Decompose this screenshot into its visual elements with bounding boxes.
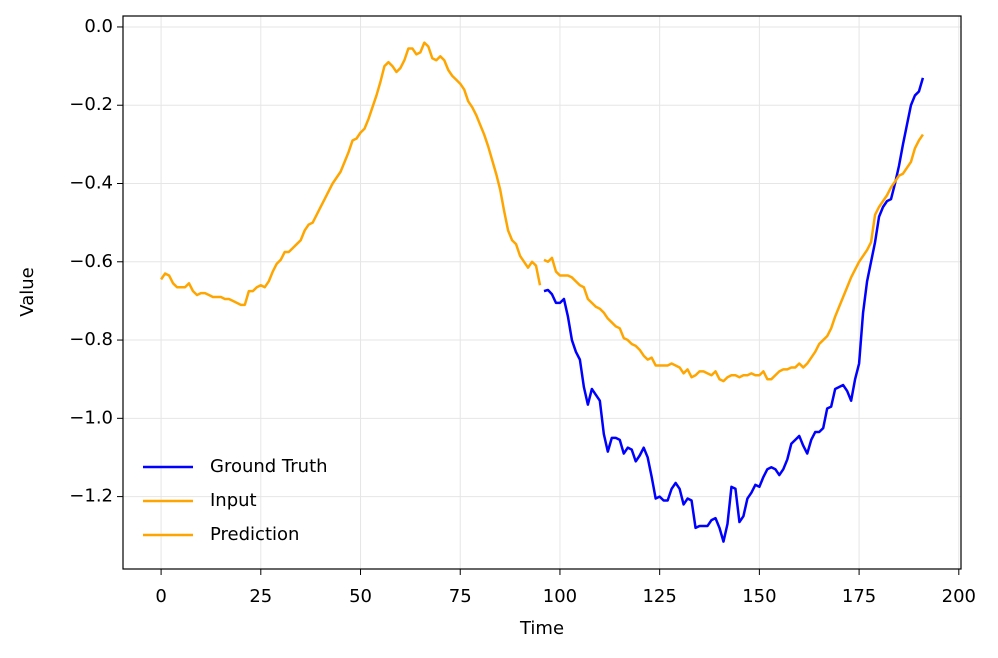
y-tick-label: −1.0 (69, 407, 113, 428)
y-tick-label: −0.4 (69, 173, 113, 194)
x-tick-label: 100 (543, 586, 577, 607)
x-tick-label: 175 (842, 586, 876, 607)
data-line (543, 133, 924, 383)
x-tick-label: 75 (449, 586, 472, 607)
x-axis-label: Time (519, 618, 564, 639)
data-line (543, 77, 925, 543)
y-tick-label: −1.2 (69, 486, 113, 507)
x-tick-label: 125 (642, 586, 676, 607)
x-tick-label: 50 (349, 586, 372, 607)
x-tick-label: 25 (249, 586, 272, 607)
y-tick-label: −0.6 (69, 251, 113, 272)
data-line (160, 41, 542, 307)
legend-label: Ground Truth (210, 456, 328, 477)
y-tick-label: −0.8 (69, 329, 113, 350)
legend: Ground Truth Input Prediction (143, 456, 328, 545)
legend-label: Input (210, 490, 257, 511)
y-tick-label: −0.2 (69, 94, 113, 115)
y-axis-label: Value (17, 267, 38, 316)
x-tick-label: 150 (742, 586, 776, 607)
x-tick-label: 0 (155, 586, 166, 607)
x-tick-label: 200 (942, 586, 976, 607)
y-tick-label: 0.0 (84, 16, 113, 37)
legend-label: Prediction (210, 524, 299, 545)
axes-frame (122, 15, 962, 570)
